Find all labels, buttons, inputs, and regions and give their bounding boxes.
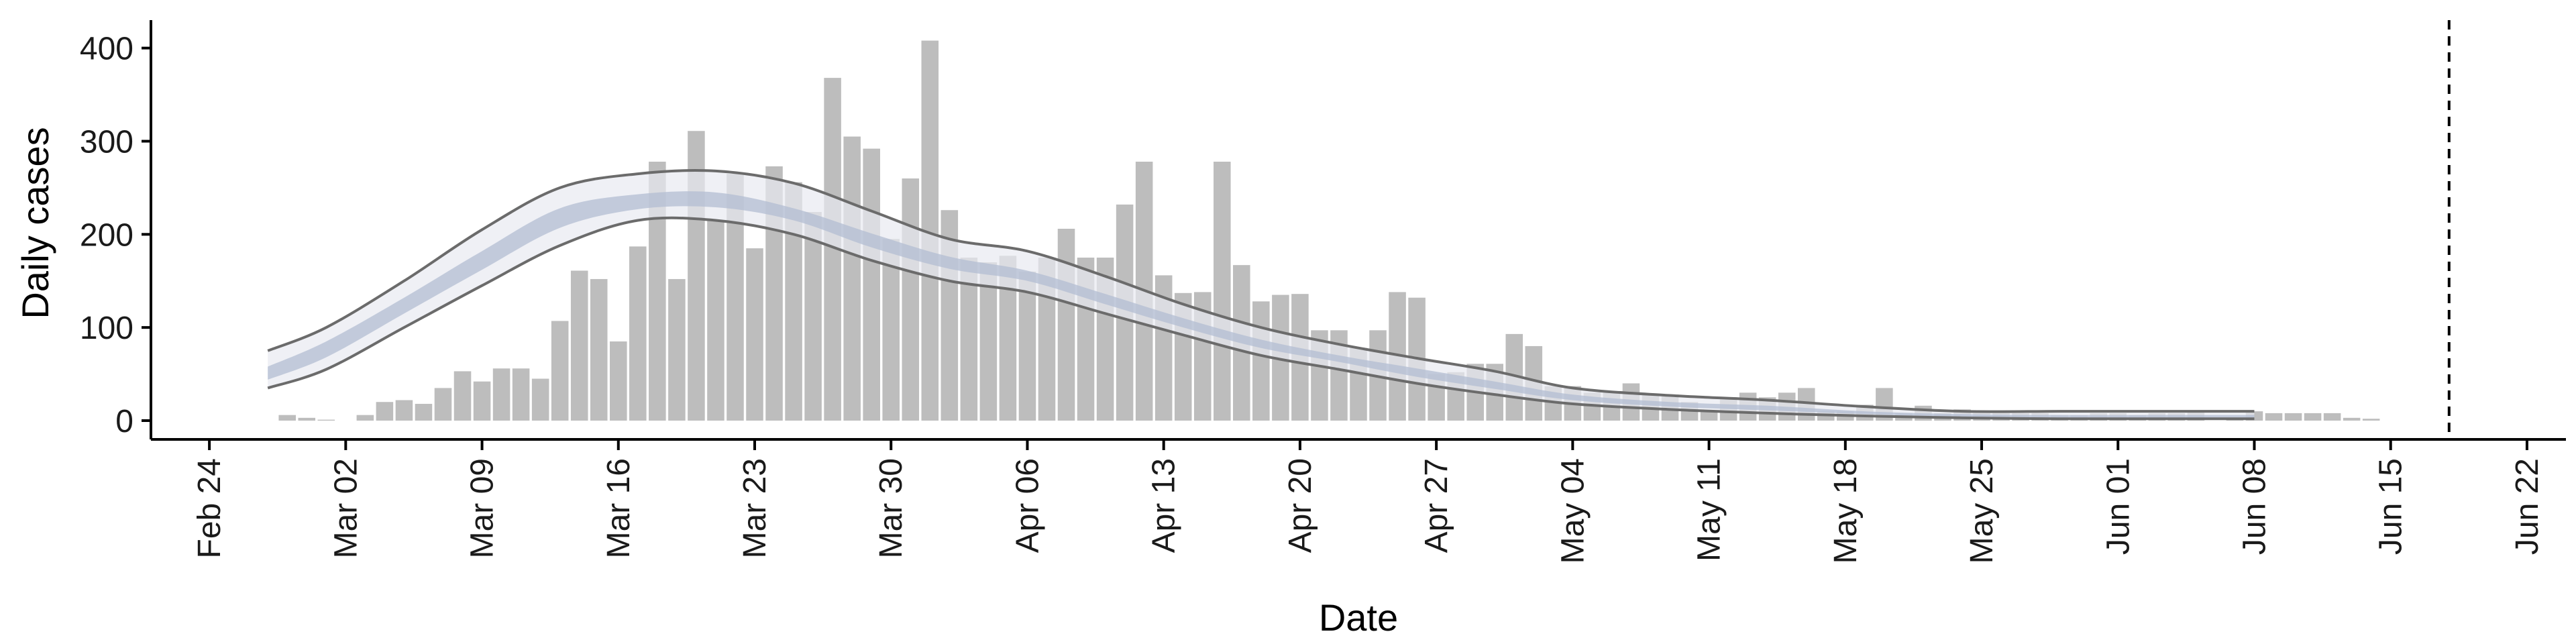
x-tick-label: Jun 15 bbox=[2373, 458, 2409, 555]
x-tick-label: Mar 30 bbox=[873, 458, 909, 558]
bar bbox=[979, 262, 998, 421]
bar bbox=[1252, 301, 1270, 421]
bar bbox=[1214, 162, 1231, 421]
bar bbox=[2343, 417, 2361, 421]
bar bbox=[2323, 413, 2341, 421]
y-tick-label: 400 bbox=[80, 32, 133, 67]
bar bbox=[453, 371, 472, 421]
bar bbox=[512, 368, 530, 421]
bar bbox=[415, 404, 433, 421]
bands-layer bbox=[267, 169, 2255, 421]
bar bbox=[804, 212, 822, 421]
x-tick-label: Feb 24 bbox=[192, 458, 227, 558]
y-tick-label: 300 bbox=[80, 124, 133, 160]
bar bbox=[298, 417, 316, 421]
bar bbox=[1700, 411, 1718, 421]
bar bbox=[434, 388, 452, 421]
bar bbox=[843, 136, 861, 421]
bar bbox=[473, 381, 491, 421]
x-tick-label: Mar 16 bbox=[601, 458, 637, 558]
bar bbox=[2284, 413, 2302, 421]
bar bbox=[395, 400, 413, 421]
x-tick-label: Mar 02 bbox=[328, 458, 364, 558]
bar bbox=[531, 378, 549, 421]
y-tick-label: 0 bbox=[115, 404, 133, 439]
labels-layer: 0 100 200 300 400 Feb 24 Mar 02 Mar 09 Mar 16 Mar… bbox=[80, 32, 2545, 564]
y-tick-label: 200 bbox=[80, 217, 133, 253]
bar bbox=[746, 248, 763, 421]
axes-layer bbox=[142, 20, 2566, 450]
ci90-lower-line bbox=[267, 216, 2255, 421]
x-tick-label: Mar 09 bbox=[465, 458, 500, 558]
x-tick-label: Apr 06 bbox=[1010, 458, 1045, 553]
bar bbox=[317, 419, 335, 421]
bar bbox=[2362, 419, 2380, 421]
bar bbox=[492, 368, 511, 421]
bar bbox=[707, 220, 724, 421]
x-tick-label: May 04 bbox=[1555, 458, 1591, 564]
bar bbox=[356, 415, 374, 421]
x-tick-label: Apr 27 bbox=[1419, 458, 1454, 553]
x-tick-label: Mar 23 bbox=[737, 458, 773, 558]
x-tick-label: May 18 bbox=[1828, 458, 1864, 564]
bar bbox=[278, 415, 296, 421]
y-axis-title: Daily cases bbox=[14, 127, 56, 319]
bar bbox=[2304, 413, 2322, 421]
y-tick-label: 100 bbox=[80, 311, 133, 346]
bar bbox=[668, 278, 686, 421]
bar bbox=[863, 148, 880, 421]
bar bbox=[551, 321, 569, 421]
x-tick-label: Apr 13 bbox=[1146, 458, 1182, 553]
bar bbox=[376, 402, 394, 421]
bar bbox=[1057, 229, 1075, 421]
x-tick-label: Apr 20 bbox=[1283, 458, 1318, 553]
x-tick-label: Jun 08 bbox=[2237, 458, 2272, 555]
x-tick-label: May 25 bbox=[1964, 458, 2000, 564]
bar bbox=[1018, 271, 1036, 421]
x-tick-label: May 11 bbox=[1692, 458, 1727, 561]
bar bbox=[2265, 413, 2283, 421]
ci90-upper-line bbox=[267, 169, 2255, 413]
x-axis-title: Date bbox=[1319, 596, 1398, 639]
x-tick-label: Jun 22 bbox=[2510, 458, 2545, 555]
bar bbox=[610, 341, 627, 421]
bar bbox=[882, 239, 900, 421]
bar bbox=[902, 178, 920, 421]
bar bbox=[629, 246, 647, 421]
x-tick-label: Jun 01 bbox=[2100, 458, 2136, 555]
bar bbox=[590, 278, 608, 421]
bar bbox=[570, 270, 588, 421]
